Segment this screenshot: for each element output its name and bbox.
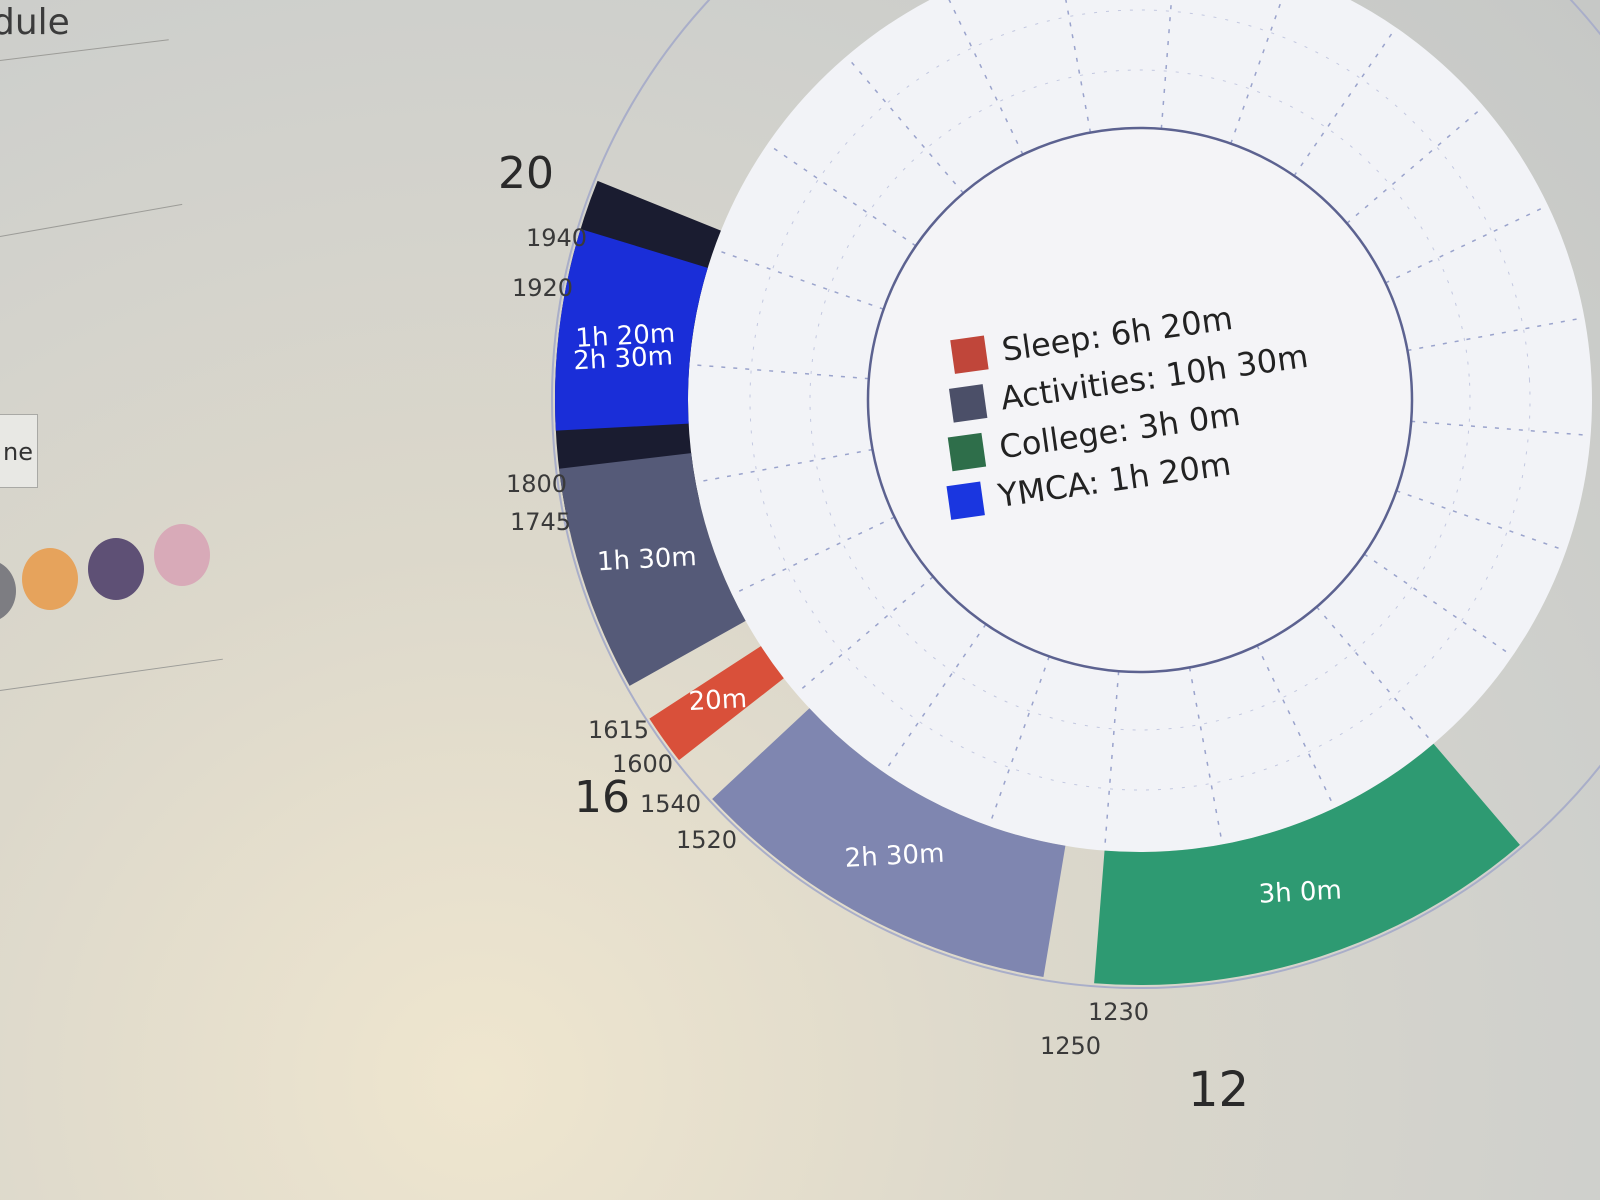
segment-label: 3h 0m <box>1258 875 1343 909</box>
segment-college[interactable] <box>1083 739 1527 988</box>
legend-swatch <box>947 432 987 472</box>
segment-label: 1h 20m <box>575 319 676 354</box>
time-label: 1615 <box>588 716 649 744</box>
time-label: 1540 <box>640 790 701 818</box>
time-labels: 1940 1920 1800 1745 1615 1600 1540 1520 … <box>506 224 1149 1060</box>
segment-label: 2h 30m <box>573 341 674 376</box>
segments-layer <box>545 180 1527 994</box>
time-label: 1745 <box>510 508 571 536</box>
legend-swatch <box>948 384 988 423</box>
outer-ring-outline <box>550 0 1600 990</box>
color-swatch-purple[interactable] <box>88 538 144 600</box>
color-swatch-orange[interactable] <box>22 548 78 610</box>
time-label: 1230 <box>1088 998 1149 1026</box>
legend-circle <box>866 126 1414 674</box>
time-label: 1800 <box>506 470 567 498</box>
segment-label: 2h 30m <box>844 839 945 874</box>
grid-ring <box>809 69 1471 731</box>
color-swatch-gray[interactable] <box>0 560 16 622</box>
segment-activities[interactable] <box>559 451 749 689</box>
legend-swatch <box>950 335 989 374</box>
time-label: 1250 <box>1040 1032 1101 1060</box>
time-label: 1520 <box>676 826 737 854</box>
grid-ring <box>749 9 1531 791</box>
hour-label: 20 <box>498 148 554 199</box>
hour-label: 16 <box>574 772 630 823</box>
time-label: 1600 <box>612 750 673 778</box>
side-panel: dule ne <box>0 0 260 720</box>
time-label: 1940 <box>526 224 587 252</box>
hour-label: 12 <box>1188 1062 1249 1118</box>
legend-swatch <box>946 481 985 520</box>
schedule-title: dule <box>0 2 70 43</box>
segment-sleep[interactable] <box>646 645 788 762</box>
time-label: 1920 <box>512 274 573 302</box>
name-field[interactable]: ne <box>0 414 38 488</box>
color-swatch-pink[interactable] <box>154 524 210 586</box>
segment-ymca[interactable] <box>545 222 716 431</box>
segment-activities[interactable] <box>708 695 1073 994</box>
grid-lines <box>689 0 1591 851</box>
segment-label: 20m <box>688 684 748 717</box>
segment-label: 1h 30m <box>596 542 697 577</box>
